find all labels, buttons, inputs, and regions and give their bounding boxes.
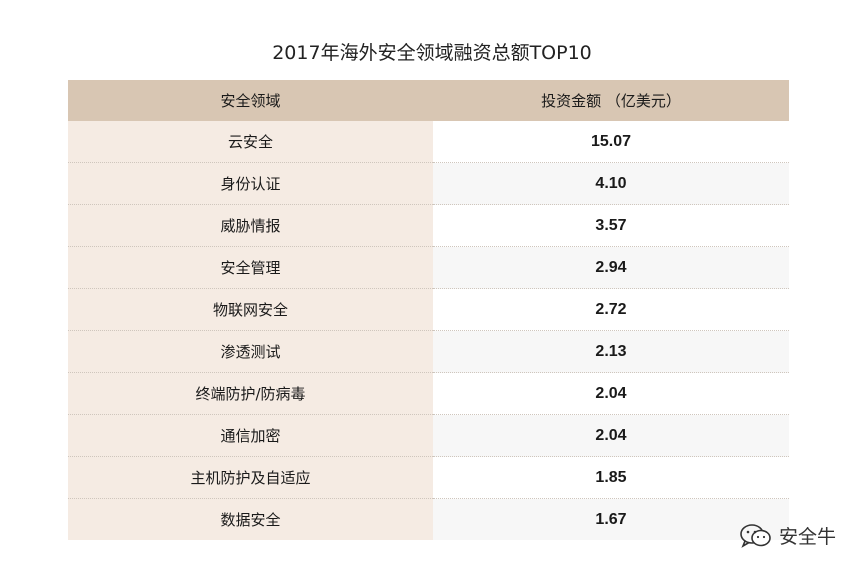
column-header-amount: 投资金额 （亿美元） <box>433 80 789 121</box>
cell-category: 通信加密 <box>68 414 433 457</box>
column-header-category: 安全领域 <box>68 80 433 121</box>
cell-amount: 2.04 <box>433 414 789 457</box>
cell-amount: 3.57 <box>433 204 789 247</box>
cell-category: 身份认证 <box>68 162 433 205</box>
funding-table: 安全领域 投资金额 （亿美元） 云安全 15.07 身份认证 4.10 威胁情报 3.57… <box>68 80 789 540</box>
chart-title: 2017年海外安全领域融资总额TOP10 <box>272 42 592 64</box>
table-row: 终端防护/防病毒 2.04 <box>68 372 789 415</box>
wechat-icon <box>739 523 773 549</box>
watermark: 安全牛 <box>739 522 836 549</box>
cell-amount: 2.72 <box>433 288 789 331</box>
cell-category: 物联网安全 <box>68 288 433 331</box>
cell-category: 终端防护/防病毒 <box>68 372 433 415</box>
cell-amount: 1.67 <box>433 498 789 540</box>
table-row: 数据安全 1.67 <box>68 498 789 540</box>
cell-category: 云安全 <box>68 121 433 163</box>
table-row: 物联网安全 2.72 <box>68 288 789 331</box>
table-row: 通信加密 2.04 <box>68 414 789 457</box>
table-row: 云安全 15.07 <box>68 121 789 163</box>
table-header-row: 安全领域 投资金额 （亿美元） <box>68 80 789 121</box>
watermark-text: 安全牛 <box>778 526 836 548</box>
table-body: 云安全 15.07 身份认证 4.10 威胁情报 3.57 安全管理 2.94 物联网安全 2.7… <box>68 121 789 540</box>
table-row: 身份认证 4.10 <box>68 162 789 205</box>
cell-category: 主机防护及自适应 <box>68 456 433 499</box>
cell-amount: 2.04 <box>433 372 789 415</box>
cell-category: 数据安全 <box>68 498 433 540</box>
table-row: 威胁情报 3.57 <box>68 204 789 247</box>
cell-category: 渗透测试 <box>68 330 433 373</box>
cell-amount: 2.13 <box>433 330 789 373</box>
cell-amount: 2.94 <box>433 246 789 289</box>
cell-category: 威胁情报 <box>68 204 433 247</box>
table-row: 主机防护及自适应 1.85 <box>68 456 789 499</box>
cell-category: 安全管理 <box>68 246 433 289</box>
table-row: 渗透测试 2.13 <box>68 330 789 373</box>
cell-amount: 15.07 <box>433 121 789 163</box>
table-row: 安全管理 2.94 <box>68 246 789 289</box>
cell-amount: 4.10 <box>433 162 789 205</box>
cell-amount: 1.85 <box>433 456 789 499</box>
